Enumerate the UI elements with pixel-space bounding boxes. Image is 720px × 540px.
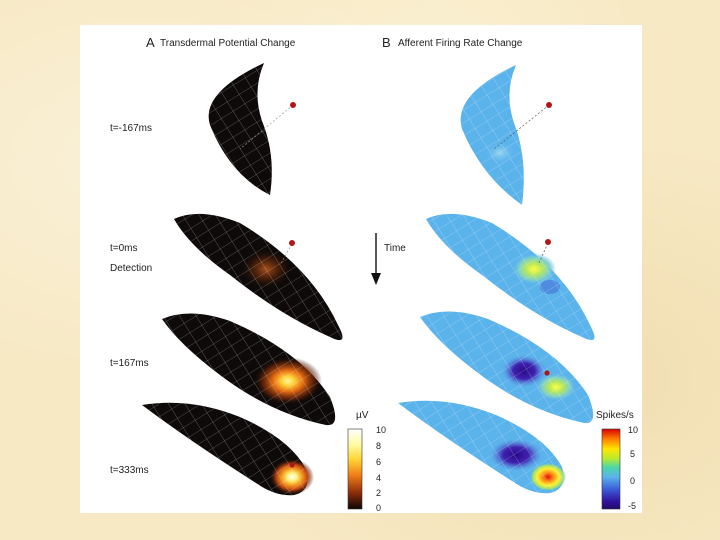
colorbar-firing — [601, 428, 621, 510]
potential-surface-row1 — [208, 63, 296, 195]
firing-surface-row1 — [460, 65, 552, 205]
time-label: t=333ms — [110, 465, 149, 476]
panel-a-title: Transdermal Potential Change — [160, 38, 296, 49]
colorbar-tick: 8 — [376, 441, 382, 451]
colorbar-firing-unit: Spikes/s — [596, 410, 634, 421]
time-label: t=-167ms — [110, 123, 152, 134]
colorbar-tick: 5 — [630, 449, 636, 459]
stimulus-dot — [546, 102, 552, 108]
colorbar-tick: 0 — [376, 503, 382, 513]
colorbar-tick: 2 — [376, 488, 382, 498]
time-label: t=0ms — [110, 243, 138, 254]
firing-surface-row4 — [398, 400, 566, 494]
colorbar-tick: -5 — [628, 501, 637, 511]
stimulus-dot — [545, 239, 551, 245]
colorbar-tick: 10 — [376, 425, 387, 435]
firing-surface-row3 — [420, 311, 594, 424]
colorbar-tick: 0 — [630, 476, 636, 486]
time-arrow — [371, 233, 381, 285]
stimulus-dot — [289, 240, 295, 246]
potential-surface-row4 — [142, 402, 314, 496]
potential-surface-row2 — [174, 213, 343, 341]
stimulus-dot — [289, 462, 295, 468]
colorbar-potential-unit: µV — [356, 410, 369, 421]
potential-surface-row3 — [162, 313, 336, 426]
panel-b-letter: B — [382, 35, 391, 50]
panel-a-letter: A — [146, 35, 155, 50]
time-label: t=167ms — [110, 358, 149, 369]
panel-b-title: Afferent Firing Rate Change — [398, 38, 523, 49]
colorbar-tick: 10 — [628, 425, 639, 435]
detection-label: Detection — [110, 263, 153, 274]
figure-panel: A Transdermal Potential Change B Afferen… — [80, 25, 642, 513]
colorbar-potential — [347, 428, 363, 510]
figure-graphics — [142, 63, 621, 510]
stimulus-dot — [290, 102, 296, 108]
colorbar-tick: 6 — [376, 457, 382, 467]
time-arrow-label: Time — [384, 243, 406, 254]
firing-surface-row2 — [426, 213, 595, 341]
stimulus-dot — [544, 370, 550, 376]
colorbar-tick: 4 — [376, 473, 382, 483]
